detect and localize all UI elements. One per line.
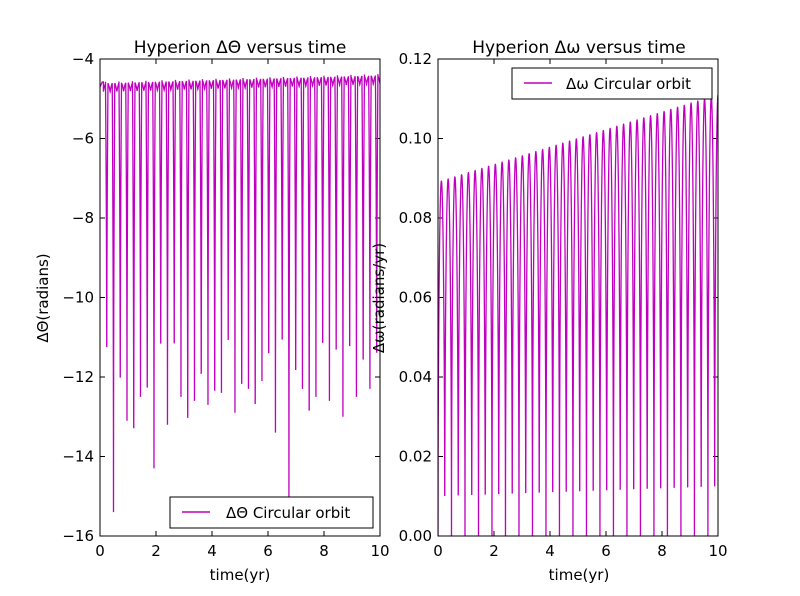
x-tick-label: 0 <box>433 542 443 560</box>
y-tick-label: 0.00 <box>399 527 432 545</box>
plot-area: 0 2 4 6 8 10 −16 −14 −12 −10 −8 −6 −4 <box>62 50 389 560</box>
x-axis-label: time(yr) <box>210 566 271 584</box>
y-tick-label: 0.12 <box>399 50 432 68</box>
x-axis-label: time(yr) <box>549 566 610 584</box>
x-tick-label: 4 <box>545 542 555 560</box>
chart-title: Hyperion ΔΘ versus time <box>134 38 347 58</box>
y-tick-label: 0.06 <box>399 289 432 307</box>
y-tick-label: −4 <box>72 50 94 68</box>
x-tick-label: 8 <box>657 542 667 560</box>
legend-entry: ΔΘ Circular orbit <box>226 504 350 522</box>
x-tick-label: 8 <box>319 542 329 560</box>
legend: ΔΘ Circular orbit <box>169 496 374 529</box>
x-tick-label: 6 <box>263 542 273 560</box>
y-tick-label: 0.08 <box>399 209 432 227</box>
plot-area: 0 2 4 6 8 10 0.00 0.02 0.04 0.06 0.08 0.10 0.12 <box>399 50 728 560</box>
y-tick-label: 0.04 <box>399 368 432 386</box>
y-tick-label: 0.10 <box>399 130 432 148</box>
x-tick-label: 2 <box>489 542 499 560</box>
y-tick-label: −16 <box>62 527 94 545</box>
y-tick-label: −8 <box>72 209 94 227</box>
x-tick-label: 10 <box>370 542 389 560</box>
chart-title: Hyperion Δω versus time <box>472 38 685 58</box>
x-tick-label: 6 <box>601 542 611 560</box>
series-line-delta-theta <box>100 74 380 513</box>
x-tick-label: 0 <box>95 542 105 560</box>
y-tick-label: 0.02 <box>399 448 432 466</box>
y-tick-label: −10 <box>62 289 94 307</box>
y-tick-label: −14 <box>62 448 94 466</box>
y-tick-label: −12 <box>62 368 94 386</box>
y-axis-label: ΔΘ(radians) <box>34 253 52 342</box>
axes-frame <box>99 58 381 537</box>
delta-omega-chart: Hyperion Δω versus time 0 2 4 6 8 100.000.020… <box>370 38 728 584</box>
x-tick-label: 2 <box>151 542 161 560</box>
series-line-delta-omega <box>438 94 718 536</box>
y-tick-label: −6 <box>72 130 94 148</box>
legend-entry: Δω Circular orbit <box>566 75 691 93</box>
x-tick-label: 10 <box>708 542 727 560</box>
delta-theta-chart: Hyperion ΔΘ versus time 0 2 4 6 8 10 −16 −14 −12… <box>34 38 390 584</box>
axes-frame <box>437 58 719 537</box>
legend: Δω Circular orbit <box>511 67 713 100</box>
y-axis-label: Δω(radians/yr) <box>370 243 388 353</box>
x-tick-label: 4 <box>207 542 217 560</box>
